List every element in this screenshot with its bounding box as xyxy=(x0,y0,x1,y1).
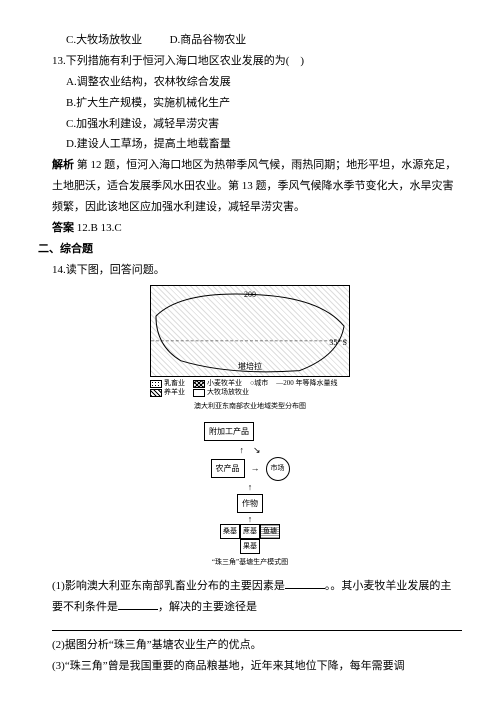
q13-option-b: B.扩大生产规模，实施机械化生产 xyxy=(38,93,462,114)
node-guo: 果基 xyxy=(240,539,260,554)
q13-option-d: D.建设人工草场，提高土地载畜量 xyxy=(38,134,462,155)
australia-map: 200 35° S 堪培拉 xyxy=(150,285,350,377)
answer-block: 答案 12.B 13.C xyxy=(38,218,462,239)
arrow-icon: ↑ xyxy=(170,483,330,492)
legend-sheep: 养羊业 xyxy=(164,388,185,398)
blank-field[interactable] xyxy=(118,598,158,610)
explain-body: 第 12 题，恒河入海口地区为热带季风气候，雨热同期；地形平坦，水源充足，土地肥… xyxy=(52,159,456,213)
answer-body: 12.B 13.C xyxy=(74,222,122,234)
node-zhe: 蔗基 xyxy=(240,524,260,539)
legend-city: 城市 xyxy=(254,379,268,389)
legend-wheat-sheep: 小麦牧羊业 xyxy=(207,379,242,389)
q14-1a: (1)影响澳大利亚东南部乳畜业分布的主要因素是 xyxy=(52,580,285,592)
legend-ranch: 大牧场放牧业 xyxy=(207,388,249,398)
legend-contour: 200 年等降水量线 xyxy=(283,379,337,389)
explanation-block: 解析 第 12 题，恒河入海口地区为热带季风气候，雨热同期；地形平坦，水源充足，… xyxy=(38,155,462,218)
pond-row: 桑基 蔗基 鱼塘 xyxy=(170,524,330,539)
q12-option-d: D.商品谷物农业 xyxy=(170,34,247,46)
q14-2: (2)据图分析“珠三角”基塘农业生产的优点。 xyxy=(38,635,462,656)
node-sang: 桑基 xyxy=(220,524,240,539)
blank-field[interactable] xyxy=(285,577,325,589)
q14-1-line: (1)影响澳大利亚东南部乳畜业分布的主要因素是。。其小麦牧羊业发展的主要不利条件… xyxy=(38,576,462,618)
section-2-heading: 二、综合题 xyxy=(38,239,462,260)
q13-option-c: C.加强水利建设，减轻旱涝灾害 xyxy=(38,114,462,135)
explain-label: 解析 xyxy=(52,159,74,171)
node-processed: 附加工产品 xyxy=(204,422,254,441)
node-crops: 作物 xyxy=(237,494,263,513)
node-products: 农产品 xyxy=(211,459,245,478)
legend-dairy: 乳畜业 xyxy=(164,379,185,389)
q13-stem: 13.下列措施有利于恒河入海口地区农业发展的为( ) xyxy=(38,51,462,72)
pearl-delta-flowchart: 附加工产品 ↑ ↘ 农产品 → 市场 ↑ 作物 ↑ 桑基 蔗基 鱼塘 果基 “珠… xyxy=(170,420,330,570)
q14-1c: ，解决的主要途径是 xyxy=(158,601,257,613)
arrow-icon: ↑ ↘ xyxy=(170,446,330,455)
q14-stem: 14.读下图，回答问题。 xyxy=(38,260,462,281)
flow-caption: “珠三角”基塘生产模式图 xyxy=(170,556,330,569)
blank-field-long[interactable] xyxy=(52,619,462,631)
answer-label: 答案 xyxy=(52,222,74,234)
arrow-icon: ↑ xyxy=(170,515,330,524)
map-outline xyxy=(151,286,349,376)
q14-3: (3)“珠三角”曾是我国重要的商品粮基地，近年来其地位下降，每年需要调 xyxy=(38,656,462,677)
node-fishpond: 鱼塘 xyxy=(260,524,280,539)
q12-options-row: C.大牧场放牧业 D.商品谷物农业 xyxy=(38,30,462,51)
australia-map-figure: 200 35° S 堪培拉 乳畜业 小麦牧羊业 ○城市 —200 年等降水量线 … xyxy=(150,285,350,414)
map-legend: 乳畜业 小麦牧羊业 ○城市 —200 年等降水量线 养羊业 大牧场放牧业 xyxy=(150,379,350,399)
node-market: 市场 xyxy=(266,457,290,481)
q13-option-a: A.调整农业结构，农林牧综合发展 xyxy=(38,72,462,93)
map-caption: 澳大利亚东南部农业地域类型分布图 xyxy=(150,400,350,413)
q12-option-c: C.大牧场放牧业 xyxy=(66,34,142,46)
